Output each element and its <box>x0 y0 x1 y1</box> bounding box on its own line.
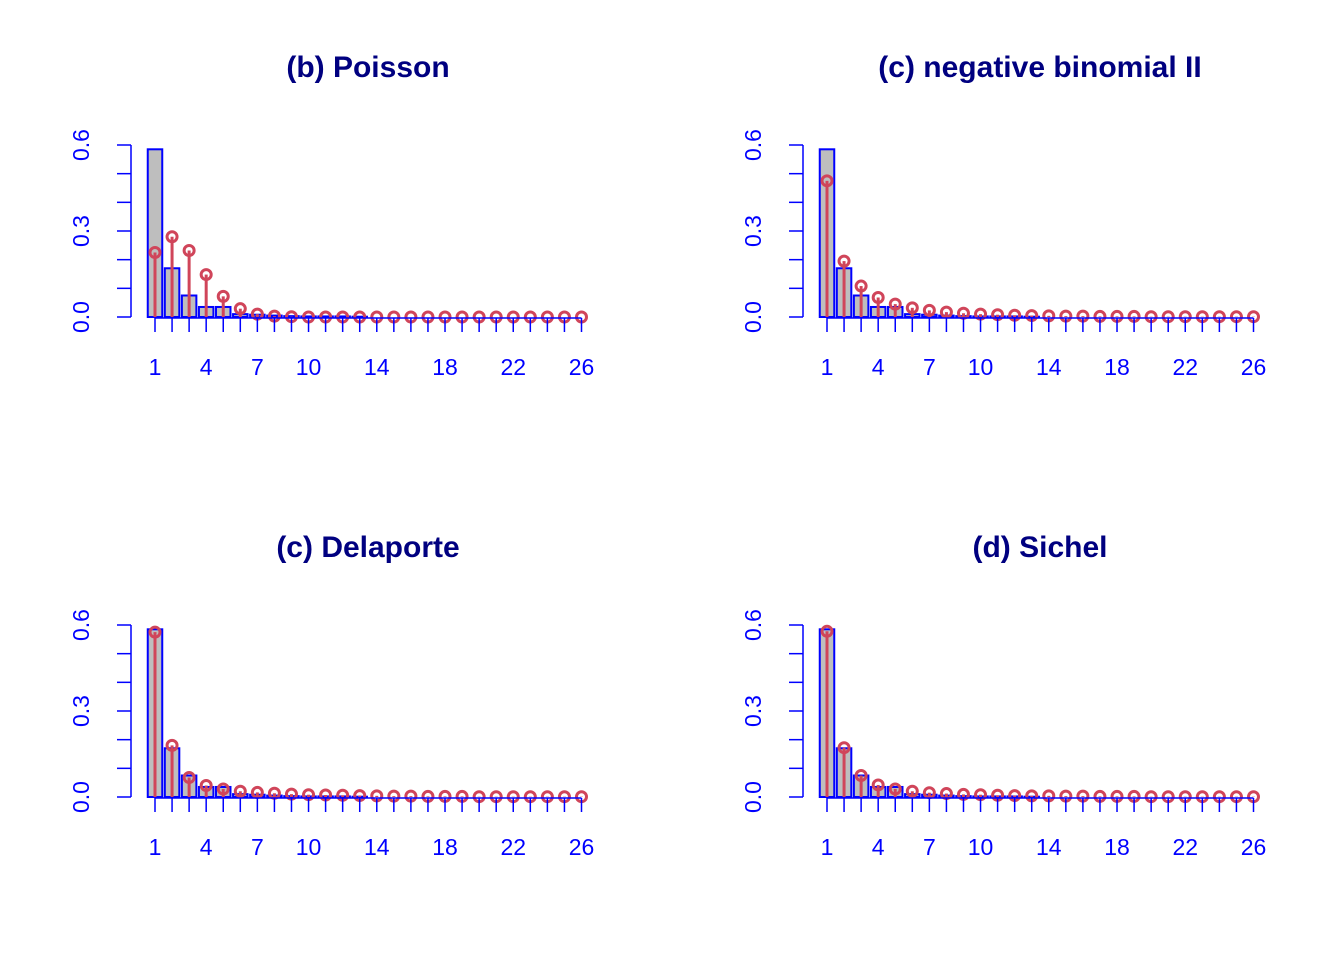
y-tick-label: 0.3 <box>68 695 94 727</box>
x-tick-label: 18 <box>1104 354 1130 380</box>
x-tick-label: 18 <box>1104 834 1130 860</box>
x-tick-label: 4 <box>872 834 885 860</box>
y-tick-label: 0.6 <box>740 609 766 641</box>
y-tick-label: 0.6 <box>68 129 94 161</box>
panel-title: (c) Delaporte <box>276 531 459 564</box>
panel-title: (d) Sichel <box>972 531 1107 564</box>
y-tick-label: 0.0 <box>740 781 766 813</box>
x-tick-label: 18 <box>432 354 458 380</box>
y-tick-label: 0.6 <box>740 129 766 161</box>
x-tick-label: 22 <box>500 834 526 860</box>
x-tick-label: 1 <box>149 354 162 380</box>
x-tick-label: 22 <box>1172 354 1198 380</box>
x-tick-label: 1 <box>821 354 834 380</box>
x-tick-label: 14 <box>1036 834 1062 860</box>
x-tick-label: 1 <box>821 834 834 860</box>
x-tick-label: 7 <box>923 354 936 380</box>
x-tick-label: 26 <box>569 834 595 860</box>
x-tick-label: 10 <box>296 834 322 860</box>
x-tick-label: 26 <box>1241 834 1267 860</box>
x-tick-label: 10 <box>296 354 322 380</box>
x-tick-label: 7 <box>251 354 264 380</box>
y-tick-label: 0.0 <box>68 781 94 813</box>
x-tick-label: 1 <box>149 834 162 860</box>
y-tick-label: 0.0 <box>68 301 94 333</box>
x-tick-label: 26 <box>569 354 595 380</box>
x-tick-label: 26 <box>1241 354 1267 380</box>
y-tick-label: 0.6 <box>68 609 94 641</box>
x-tick-label: 4 <box>200 354 213 380</box>
panel-title: (c) negative binomial II <box>878 51 1201 84</box>
x-tick-label: 10 <box>968 834 994 860</box>
x-tick-label: 4 <box>872 354 885 380</box>
y-tick-label: 0.3 <box>68 215 94 247</box>
x-tick-label: 22 <box>1172 834 1198 860</box>
x-tick-label: 18 <box>432 834 458 860</box>
y-tick-label: 0.3 <box>740 695 766 727</box>
panel-title: (b) Poisson <box>286 51 449 84</box>
x-tick-label: 22 <box>500 354 526 380</box>
x-tick-label: 14 <box>364 834 390 860</box>
x-tick-label: 7 <box>251 834 264 860</box>
y-tick-label: 0.0 <box>740 301 766 333</box>
x-tick-label: 14 <box>364 354 390 380</box>
x-tick-label: 4 <box>200 834 213 860</box>
x-tick-label: 7 <box>923 834 936 860</box>
x-tick-label: 10 <box>968 354 994 380</box>
x-tick-label: 14 <box>1036 354 1062 380</box>
y-tick-label: 0.3 <box>740 215 766 247</box>
